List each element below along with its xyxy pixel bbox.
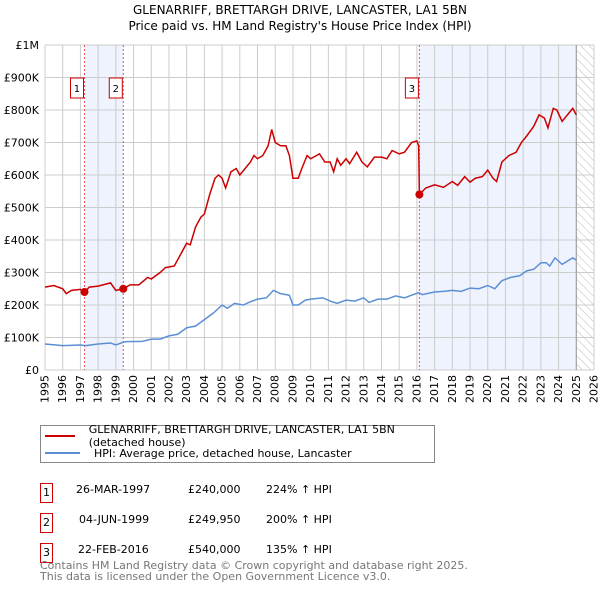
sale-label-box	[108, 77, 123, 99]
x-tick-label: 2026	[588, 375, 600, 403]
x-tick-label: 2009	[286, 375, 299, 403]
plot-area: 1995 1996 1997 1998 1999 2000 2001 2002 2003 2004…	[4, 39, 600, 403]
legend-label: GLENARRIFF, BRETTARGH DRIVE, LANCASTER, …	[88, 423, 395, 449]
sale-label-box	[69, 77, 84, 99]
legend-swatch-blue	[45, 452, 80, 454]
y-tick-label: £800K	[4, 104, 40, 117]
legend-item-hpi: HPI: Average price, detached house, Lanc…	[41, 445, 352, 461]
legend-item-property: GLENARRIFF, BRETTARGH DRIVE, LANCASTER, …	[41, 423, 434, 449]
x-tick-label: 1996	[56, 375, 69, 403]
x-tick-label: 1997	[74, 375, 87, 403]
x-tick-label: 2013	[357, 375, 370, 403]
x-tick-label: 2000	[127, 375, 140, 403]
x-tick-label: 1999	[109, 375, 122, 403]
y-tick-label: £900K	[4, 72, 40, 85]
legend: GLENARRIFF, BRETTARGH DRIVE, LANCASTER, …	[40, 423, 435, 463]
sale-label: 3	[409, 84, 415, 95]
sale-marker-box: 3	[40, 543, 53, 563]
hpi-line	[44, 256, 577, 347]
x-tick-label: 2023	[534, 375, 547, 403]
x-tick-label: 2021	[499, 375, 512, 403]
sale-point	[415, 190, 424, 199]
x-tick-label: 2011	[322, 375, 335, 403]
chart-subtitle: Price paid vs. HM Land Registry's House …	[128, 19, 472, 33]
x-tick-label: 1998	[92, 375, 105, 403]
y-tick-label: £700K	[4, 137, 40, 150]
sale-hpi: 135% ↑ HPI	[266, 543, 332, 556]
x-tick-label: 2012	[340, 375, 353, 403]
footer-copyright: Contains HM Land Registry data © Crown c…	[40, 559, 468, 572]
legend-swatch-red	[45, 435, 75, 437]
sale-hpi: 200% ↑ HPI	[266, 513, 332, 526]
x-tick-label: 2003	[180, 375, 193, 403]
sale-label: 1	[74, 84, 80, 95]
x-tick-label: 2006	[233, 375, 246, 403]
sale-hpi: 224% ↑ HPI	[266, 483, 332, 496]
y-tick-label: £500K	[4, 202, 40, 215]
x-tick-label: 2018	[446, 375, 459, 403]
x-tick-label: 2016	[410, 375, 423, 403]
x-tick-label: 2014	[375, 375, 388, 403]
x-tick-label: 2019	[464, 375, 477, 403]
x-tick-label: 2024	[552, 375, 565, 403]
sale-label-box	[404, 77, 419, 99]
x-tick-label: 2015	[393, 375, 406, 403]
x-tick-label: 2001	[145, 375, 158, 403]
sale-date: 22-FEB-2016	[78, 543, 149, 556]
legend-label: HPI: Average price, detached house, Lanc…	[94, 446, 352, 460]
y-tick-label: £0	[25, 364, 39, 377]
x-tick-label: 2017	[428, 375, 441, 403]
footer-licence: This data is licensed under the Open Gov…	[40, 570, 391, 583]
y-tick-label: £1M	[16, 39, 40, 52]
chart-title: GLENARRIFF, BRETTARGH DRIVE, LANCASTER, …	[133, 3, 467, 17]
sale-point	[119, 284, 128, 293]
x-tick-label: 2010	[304, 375, 317, 403]
sale-label: 2	[113, 84, 119, 95]
sale-marker-box: 2	[40, 513, 53, 533]
x-tick-label: 2004	[198, 375, 211, 403]
y-tick-label: £600K	[4, 169, 40, 182]
x-tick-label: 2002	[162, 375, 175, 403]
price-paid-line	[44, 107, 577, 295]
y-tick-label: £100K	[4, 332, 40, 345]
sale-date: 26-MAR-1997	[76, 483, 151, 496]
x-tick-label: 2025	[570, 375, 583, 403]
x-tick-label: 2022	[517, 375, 530, 403]
y-tick-label: £400K	[4, 234, 40, 247]
x-tick-label: 2005	[216, 375, 229, 403]
sale-date: 04-JUN-1999	[79, 513, 150, 526]
footer: Contains HM Land Registry data © Crown c…	[40, 560, 468, 582]
sale-price: £540,000	[188, 543, 241, 556]
x-tick-label: 2008	[269, 375, 282, 403]
y-tick-label: £300K	[4, 267, 40, 280]
sale-marker-box: 1	[40, 483, 53, 503]
sale-point	[80, 288, 89, 296]
sale-price: £249,950	[188, 513, 241, 526]
x-tick-label: 2020	[481, 375, 494, 403]
x-tick-label: 2007	[251, 375, 264, 403]
y-tick-label: £200K	[4, 299, 40, 312]
x-tick-label: 1995	[39, 375, 52, 403]
sale-price: £240,000	[188, 483, 241, 496]
